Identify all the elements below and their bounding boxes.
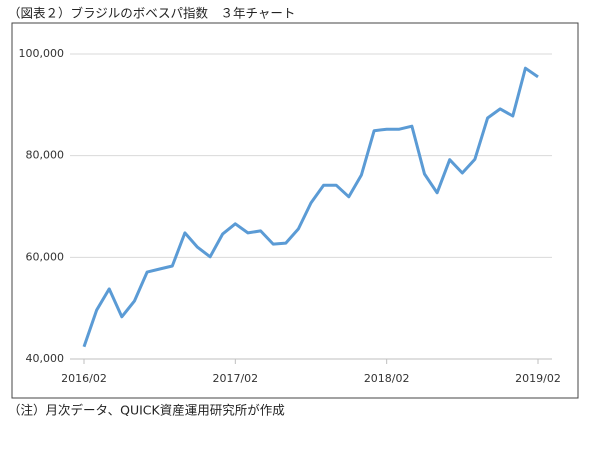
chart-title: （図表２）ブラジルのボベスパ指数 ３年チャート — [8, 6, 295, 21]
y-tick-label: 100,000 — [19, 47, 65, 60]
y-tick-label: 40,000 — [26, 352, 65, 365]
x-tick-label: 2016/02 — [61, 372, 107, 385]
plot-frame — [11, 22, 579, 399]
y-tick-label: 80,000 — [26, 149, 65, 162]
x-tick-label: 2017/02 — [212, 372, 258, 385]
x-tick-label: 2019/02 — [515, 372, 561, 385]
chart-note: （注）月次データ、QUICK資産運用研究所が作成 — [8, 403, 285, 418]
data-line — [82, 66, 539, 348]
y-tick-label: 60,000 — [26, 250, 65, 263]
x-tick-label: 2018/02 — [364, 372, 410, 385]
